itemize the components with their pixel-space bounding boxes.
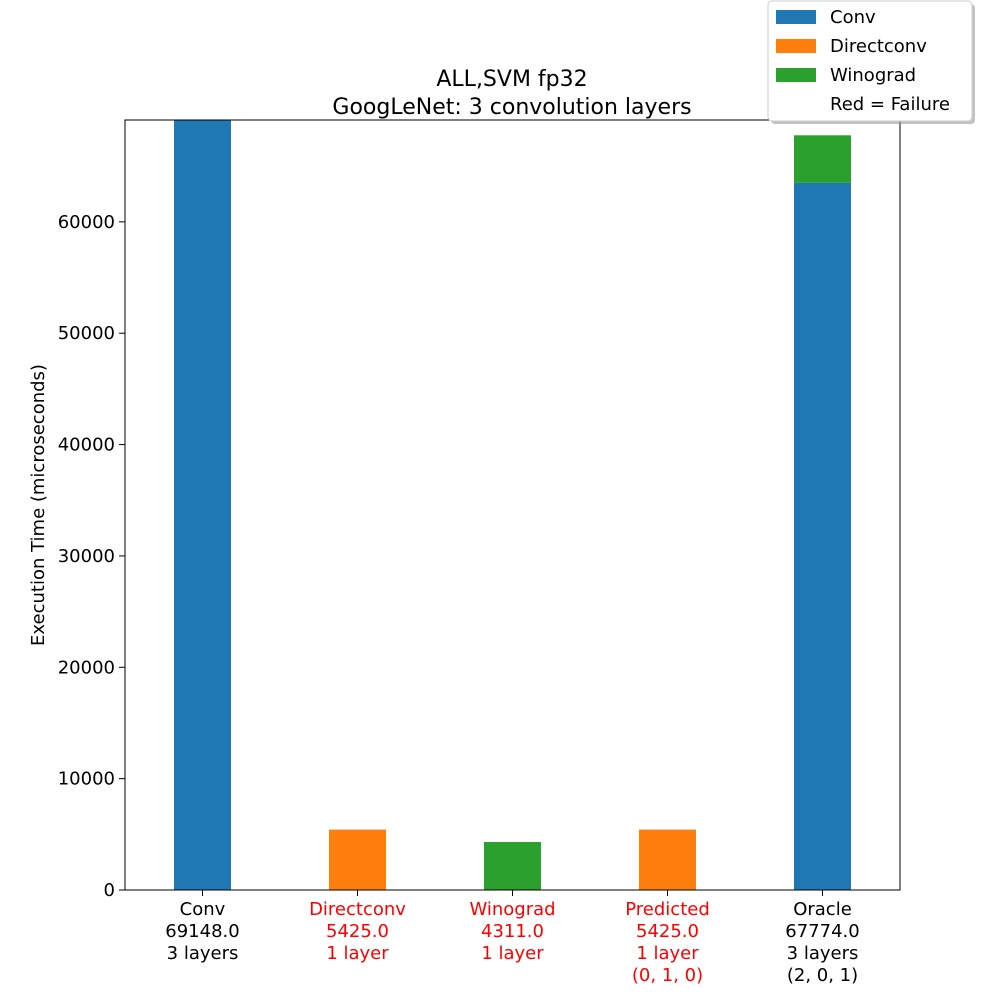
y-axis-label: Execution Time (microseconds) — [28, 364, 49, 646]
x-tick-label: 1 layer — [481, 943, 544, 964]
x-tick-label: 3 layers — [787, 943, 859, 964]
legend-box — [767, 0, 973, 122]
x-tick-label: Winograd — [469, 899, 555, 920]
x-tick-label: 67774.0 — [785, 921, 859, 942]
x-tick-label: 5425.0 — [636, 921, 699, 942]
y-tick-label: 10000 — [58, 769, 115, 790]
bar-conv-0 — [174, 120, 231, 890]
legend-label: Directconv — [830, 36, 927, 57]
chart-title: ALL,SVM fp32 GoogLeNet: 3 convolution lay… — [332, 67, 691, 120]
chart-title-line: ALL,SVM fp32 — [436, 67, 587, 92]
legend-label: Winograd — [830, 65, 916, 86]
legend: Conv Directconv Winograd Red = Failure — [767, 0, 975, 124]
plot-frame — [124, 119, 901, 891]
chart-title-line: GoogLeNet: 3 convolution layers — [332, 95, 691, 120]
x-tick-label: 5425.0 — [326, 921, 389, 942]
x-tick-label: Oracle — [793, 899, 852, 920]
x-tick-label: (0, 1, 0) — [632, 965, 703, 986]
x-tick-label: 3 layers — [167, 943, 239, 964]
bar-directconv-3 — [639, 829, 696, 890]
y-axis: 0 10000 20000 30000 40000 50000 60000 — [58, 212, 125, 901]
y-tick-label: 20000 — [58, 657, 115, 678]
y-tick-label: 50000 — [58, 323, 115, 344]
legend-swatch-winograd — [776, 68, 816, 82]
x-tick-label: 1 layer — [326, 943, 389, 964]
bars-group — [174, 120, 851, 891]
legend-swatch-conv — [776, 10, 816, 24]
bar-winograd-2 — [484, 841, 541, 890]
y-tick-label: 30000 — [58, 546, 115, 567]
x-tick-label: 1 layer — [636, 943, 699, 964]
legend-swatch-directconv — [776, 39, 816, 53]
y-tick-label: 40000 — [58, 435, 115, 456]
x-tick-label: Directconv — [309, 899, 406, 920]
x-tick-label: Conv — [180, 899, 226, 920]
bar-winograd-4 — [794, 135, 851, 183]
y-tick-label: 0 — [104, 880, 115, 901]
bar-directconv-1 — [329, 829, 386, 890]
x-tick-label: 4311.0 — [481, 921, 544, 942]
bar-conv-4 — [794, 182, 851, 891]
x-tick-label: 69148.0 — [165, 921, 239, 942]
legend-label: Red = Failure — [830, 94, 950, 115]
legend-label: Conv — [830, 7, 876, 28]
x-tick-label: (2, 0, 1) — [787, 965, 858, 986]
y-tick-label: 60000 — [58, 212, 115, 233]
x-tick-label: Predicted — [625, 899, 710, 920]
